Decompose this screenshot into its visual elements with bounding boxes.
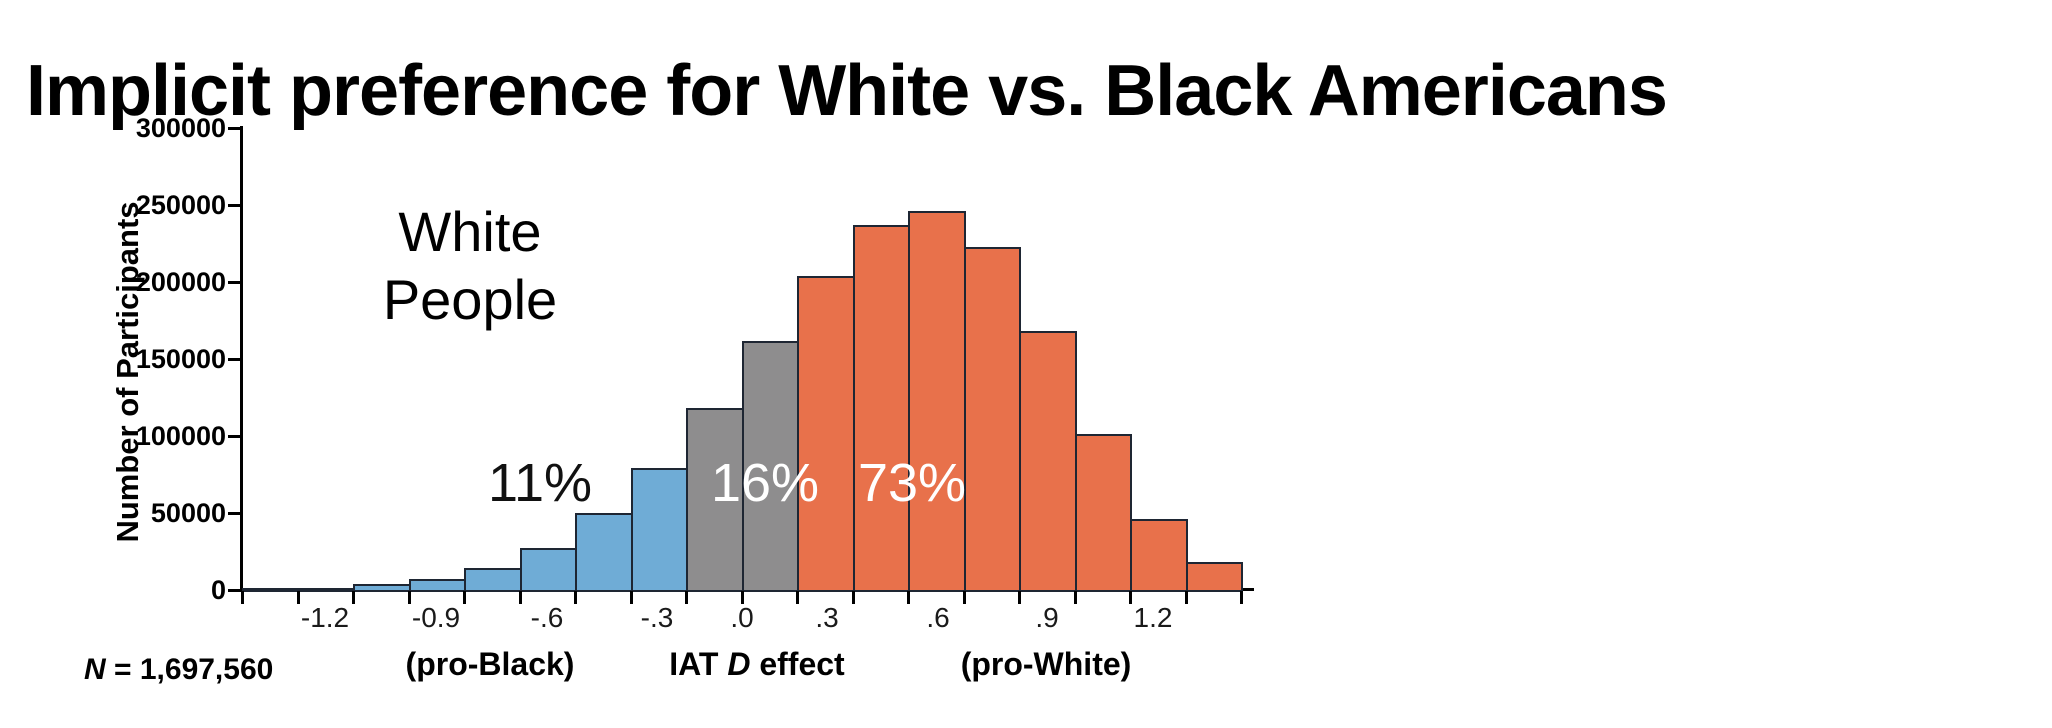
histogram-bar [1130, 519, 1188, 592]
histogram-bar [1074, 434, 1132, 592]
x-axis-tick [962, 591, 966, 604]
histogram-bar [242, 588, 300, 592]
x-axis-title-suffix: effect [750, 646, 845, 682]
label-pct-pro-black: 11% [487, 453, 593, 513]
histogram-bar [852, 225, 910, 592]
y-tick-label: 250000 [135, 190, 226, 220]
x-axis-sublabel-pro-black: (pro-Black) [405, 646, 575, 682]
y-axis-tick [228, 127, 241, 130]
x-tick-label: .0 [730, 602, 754, 633]
x-tick-label: .9 [1035, 602, 1059, 633]
x-axis-tick [1184, 591, 1188, 604]
y-axis-tick [228, 358, 241, 361]
histogram-bar [686, 408, 744, 592]
x-axis-tick [574, 591, 577, 604]
histogram-bar [908, 211, 966, 592]
chart-title: Implicit preference for White vs. Black … [26, 51, 1668, 132]
x-tick-label: .6 [926, 602, 950, 633]
histogram-bar [963, 246, 1021, 592]
label-pct-pro-white: 73% [857, 453, 967, 513]
y-tick-label: 300000 [135, 113, 226, 143]
x-tick-label: .3 [815, 602, 839, 633]
y-tick-label: 50000 [150, 498, 226, 528]
histogram-bar [519, 548, 577, 592]
x-axis-tick [685, 591, 688, 604]
x-axis-tick [518, 591, 522, 604]
x-axis-title-prefix: IAT [669, 646, 728, 682]
y-tick-label: 150000 [135, 344, 226, 374]
x-axis-tick [1129, 591, 1132, 604]
x-axis-tick [796, 591, 799, 604]
label-pct-neutral: 16% [710, 453, 820, 513]
x-axis-tick [463, 591, 466, 604]
y-axis-tick [228, 435, 241, 438]
y-axis-tick [228, 281, 241, 284]
y-tick-label: 0 [210, 575, 226, 605]
annotation-white-people: White People [310, 198, 630, 335]
x-axis-tick [740, 591, 744, 604]
x-axis-tick [851, 591, 855, 604]
y-axis-tick [228, 204, 241, 207]
histogram-bar [297, 588, 355, 592]
x-axis-sublabel-pro-white: (pro-White) [960, 646, 1132, 682]
sample-size-label: N = 1,697,560 [84, 654, 273, 686]
x-axis-tick [241, 591, 244, 604]
y-axis-tick [228, 589, 241, 592]
x-tick-label: 1.2 [1133, 602, 1173, 633]
annotation-white-people-line1: White [398, 200, 542, 263]
n-symbol: N [84, 653, 106, 686]
x-tick-label: -.3 [640, 602, 674, 633]
n-value: = 1,697,560 [105, 653, 274, 686]
x-axis-tick [907, 591, 910, 604]
x-axis-title: IAT D effect [607, 646, 907, 682]
y-tick-label: 100000 [135, 421, 226, 451]
histogram-bar [1185, 562, 1243, 592]
x-tick-label: -1.2 [300, 602, 350, 633]
histogram-bar [575, 513, 633, 592]
x-tick-label: -0.9 [411, 602, 461, 633]
x-axis-tick [407, 591, 411, 604]
x-axis-tick [352, 591, 355, 604]
histogram-bar [630, 468, 688, 592]
x-axis-tick [1073, 591, 1077, 604]
y-axis-line [240, 126, 243, 592]
histogram-bar [353, 583, 411, 592]
annotation-white-people-line2: People [382, 268, 558, 332]
y-axis-tick [228, 512, 241, 515]
x-axis-tick [1240, 591, 1243, 604]
histogram-bar [408, 579, 466, 592]
x-tick-label: -.6 [530, 602, 564, 633]
histogram-bar [797, 275, 855, 592]
x-axis-tick [296, 591, 300, 604]
x-axis-title-d: D [727, 646, 751, 682]
histogram-bar [1019, 331, 1077, 592]
histogram-bar [464, 568, 522, 592]
y-tick-label: 200000 [135, 267, 226, 297]
x-axis-tick [629, 591, 633, 604]
x-axis-tick [1018, 591, 1021, 604]
